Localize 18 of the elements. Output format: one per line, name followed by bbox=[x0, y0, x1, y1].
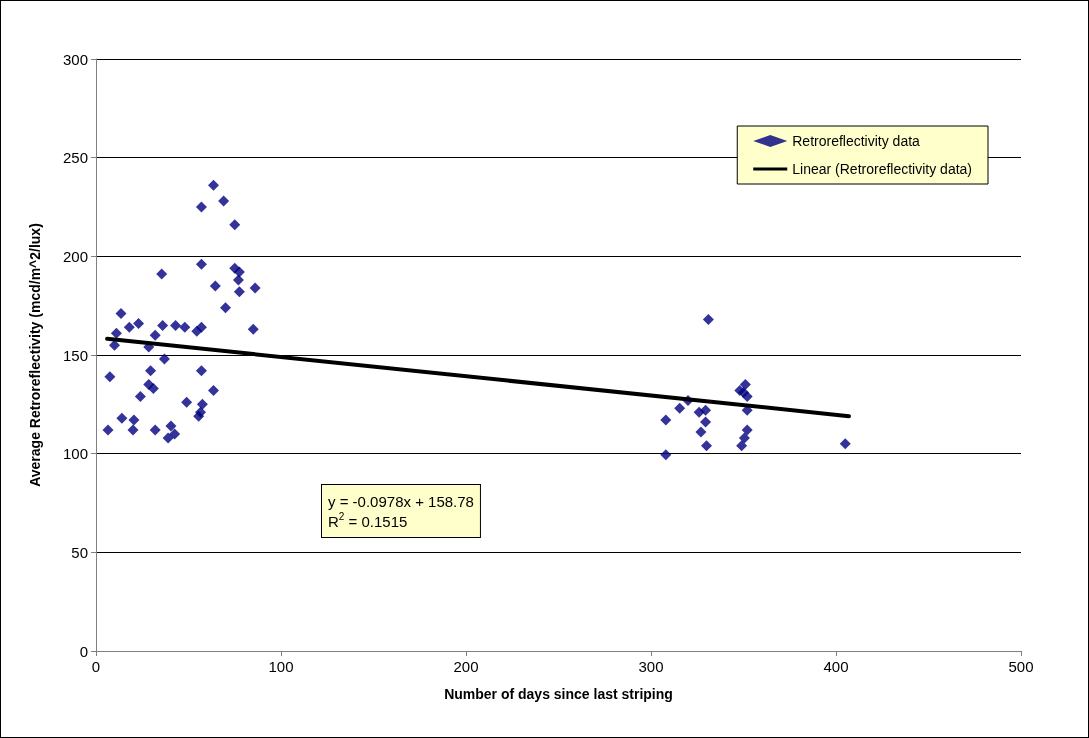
x-tick-label: 100 bbox=[268, 658, 294, 675]
y-tick-label: 250 bbox=[62, 149, 88, 167]
y-tick-label: 300 bbox=[62, 50, 88, 68]
x-tick-label: 500 bbox=[1008, 658, 1034, 675]
y-tick-label: 200 bbox=[62, 247, 88, 265]
legend-label: Linear (Retroreflectivity data) bbox=[792, 161, 973, 177]
x-axis-title: Number of days since last striping bbox=[444, 686, 673, 702]
x-tick-label: 200 bbox=[453, 658, 479, 675]
x-tick-label: 400 bbox=[823, 658, 849, 675]
y-tick-label: 150 bbox=[62, 346, 88, 364]
annotation: y = -0.0978x + 158.78 bbox=[328, 492, 474, 510]
x-tick-label: 0 bbox=[91, 658, 101, 675]
y-tick-label: 0 bbox=[79, 642, 88, 660]
y-tick-label: 100 bbox=[62, 445, 88, 463]
x-tick-label: 300 bbox=[638, 658, 664, 675]
y-axis-title: Average Retroreflectivity (mcd/m^2/lux) bbox=[27, 223, 43, 487]
y-tick-label: 50 bbox=[71, 543, 88, 561]
legend-label: Retroreflectivity data bbox=[792, 133, 921, 149]
